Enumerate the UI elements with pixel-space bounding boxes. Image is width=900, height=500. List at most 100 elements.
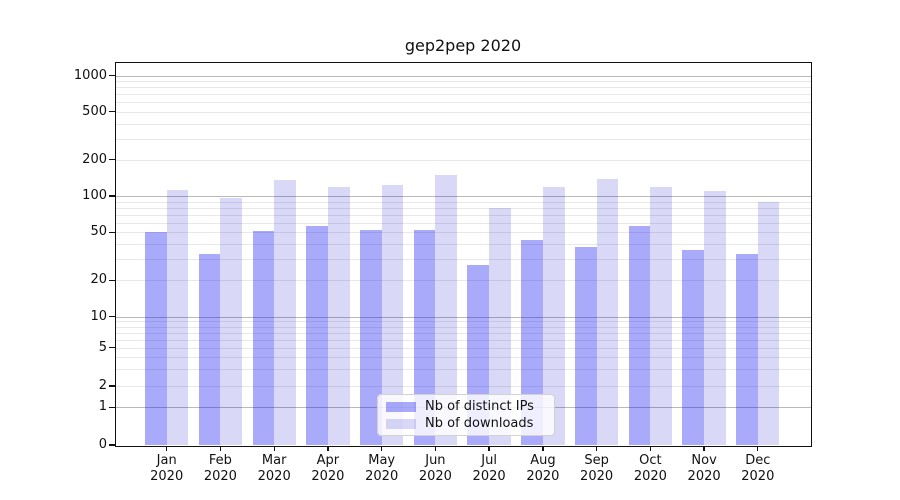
chart-title: gep2pep 2020 [404,36,522,55]
gridline-900 [116,81,811,82]
y-tick-mark-500 [109,111,115,113]
x-tick-label-apr: Apr 2020 [311,453,345,484]
plot-area [115,62,812,447]
gridline-1000 [116,75,811,77]
legend-item-distinct-ips: Nb of distinct IPs [386,399,546,414]
y-tick-label-50: 50 [90,224,107,240]
gridline-500 [116,111,811,113]
gridline-6 [116,339,811,341]
x-tick-mark-may [381,446,383,451]
gridline-4 [116,357,811,358]
x-tick-mark-oct [649,446,652,451]
y-tick-label-0: 0 [98,437,107,452]
y-tick-label-1: 1 [98,399,107,415]
legend: Nb of distinct IPs Nb of downloads [377,394,555,436]
bar-downloads-nov [704,190,726,445]
x-tick-mark-apr [327,446,329,451]
gridline-400 [116,123,811,125]
x-tick-mark-mar [273,446,275,451]
gridline-70 [116,214,811,216]
gridline-40 [116,244,811,245]
gridline-9 [116,321,811,323]
gridline-3 [116,369,811,371]
legend-item-downloads: Nb of downloads [386,416,546,431]
bar-distinct-ips-may [360,230,382,445]
bar-distinct-ips-sep [574,246,597,445]
gridline-200 [116,159,811,161]
x-tick-label-jun: Jun 2020 [418,453,452,484]
bar-distinct-ips-feb [198,254,221,445]
gridline-50 [116,232,811,234]
x-tick-label-sep: Sep 2020 [580,453,614,484]
gridline-30 [116,259,811,260]
legend-label-distinct-ips: Nb of distinct IPs [425,399,534,414]
y-tick-mark-20 [109,279,115,281]
bar-distinct-ips-dec [736,254,758,445]
gridline-8 [116,326,811,328]
y-tick-label-2: 2 [98,378,107,393]
y-tick-mark-5 [109,347,115,349]
gridline-300 [116,138,811,140]
bar-downloads-dec [757,201,780,445]
gridline-10 [116,316,811,318]
bar-downloads-mar [274,179,296,445]
y-tick-label-5: 5 [98,339,107,355]
y-tick-mark-1 [109,406,115,408]
gridline-5 [116,347,811,349]
y-tick-mark-10 [109,315,115,318]
gridline-800 [116,87,811,89]
x-tick-label-oct: Oct 2020 [633,453,667,484]
bar-downloads-may [381,185,404,445]
x-tick-mark-feb [219,446,222,451]
y-tick-mark-100 [109,195,115,197]
x-tick-mark-jun [434,446,437,451]
y-tick-mark-50 [109,231,115,233]
bar-downloads-jul [489,208,511,445]
x-tick-label-jul: Jul 2020 [472,453,506,484]
x-tick-mark-aug [542,446,544,451]
bar-downloads-jan [166,190,189,445]
x-tick-label-nov: Nov 2020 [687,453,721,484]
x-tick-mark-sep [595,446,598,451]
legend-swatch-distinct-ips-icon [386,401,416,412]
x-tick-mark-dec [757,446,759,451]
gridline-600 [116,102,811,104]
gridline-80 [116,207,811,209]
gridline-60 [116,222,811,224]
y-tick-mark-0 [109,444,115,446]
gridline-7 [116,332,811,334]
x-tick-label-mar: Mar 2020 [257,453,291,484]
y-tick-mark-2 [109,385,115,387]
y-tick-label-200: 200 [82,151,107,167]
gridline-2 [116,386,811,387]
bar-downloads-oct [650,186,673,445]
y-tick-mark-1000 [109,74,115,77]
bar-distinct-ips-jan [145,232,167,445]
bar-downloads-sep [596,179,619,445]
legend-swatch-downloads-icon [386,418,416,429]
x-tick-label-jan: Jan 2020 [150,453,184,484]
y-tick-label-1000: 1000 [73,67,107,83]
legend-label-downloads: Nb of downloads [425,416,534,431]
x-tick-mark-nov [703,446,705,451]
x-tick-mark-jul [488,446,490,451]
bar-distinct-ips-nov [682,249,705,445]
x-tick-label-may: May 2020 [365,453,399,484]
bar-distinct-ips-aug [521,240,543,445]
x-tick-mark-jan [166,446,168,451]
x-tick-label-dec: Dec 2020 [741,453,775,484]
gridline-90 [116,201,811,203]
bar-downloads-apr [327,186,350,445]
bar-downloads-feb [220,197,243,445]
bar-distinct-ips-apr [306,226,328,445]
x-tick-label-aug: Aug 2020 [526,453,560,484]
y-tick-label-20: 20 [90,272,107,288]
y-tick-label-500: 500 [82,103,107,119]
bar-distinct-ips-mar [252,231,275,445]
bar-downloads-aug [542,186,565,445]
gridline-20 [116,280,811,282]
gridline-700 [116,94,811,96]
y-tick-mark-200 [109,159,115,161]
y-tick-label-100: 100 [82,188,107,203]
